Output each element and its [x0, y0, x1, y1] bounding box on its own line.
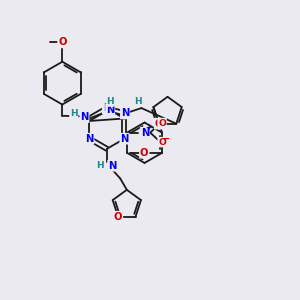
Text: H: H: [97, 161, 104, 170]
Text: O: O: [58, 38, 67, 47]
Text: H: H: [70, 109, 78, 118]
Text: O: O: [114, 212, 122, 222]
Text: O: O: [158, 138, 166, 147]
Text: H: H: [134, 97, 142, 106]
Text: N: N: [106, 105, 114, 115]
Text: N: N: [108, 161, 116, 171]
Text: N: N: [120, 134, 129, 144]
Text: +: +: [145, 123, 152, 132]
Text: N: N: [85, 134, 94, 144]
Text: N: N: [103, 103, 111, 113]
Text: N: N: [141, 128, 149, 138]
Text: N: N: [121, 108, 129, 118]
Text: O: O: [158, 118, 166, 127]
Text: N: N: [80, 112, 88, 122]
Text: O: O: [140, 148, 148, 158]
Text: O: O: [154, 119, 163, 129]
Text: H: H: [106, 97, 114, 106]
Text: −: −: [162, 134, 170, 144]
